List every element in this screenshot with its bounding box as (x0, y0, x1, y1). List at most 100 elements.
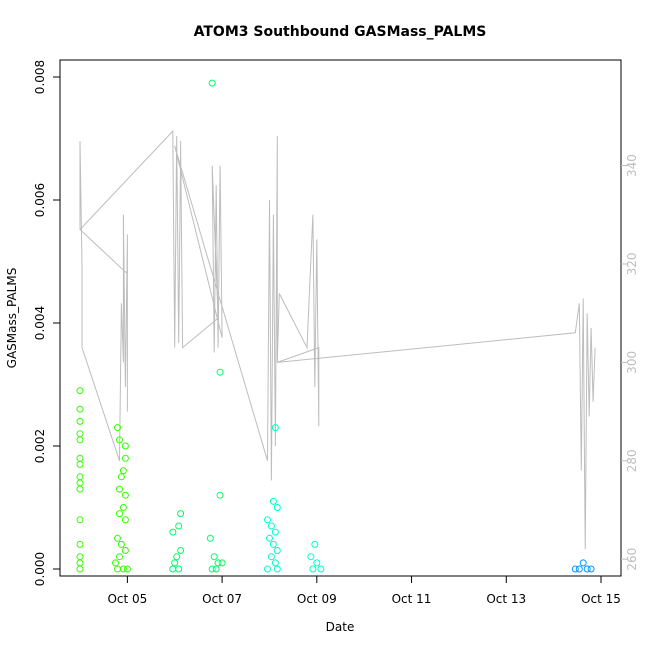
data-point (117, 540, 125, 548)
data-point (121, 516, 129, 524)
data-point (76, 479, 84, 487)
data-point (273, 547, 281, 554)
y-axis-label: GASMass_PALMS (5, 268, 19, 369)
data-point (116, 553, 123, 561)
data-point (587, 565, 595, 573)
data-point (76, 565, 84, 573)
data-point (267, 553, 275, 561)
axes-layer: Oct 05 Oct 07 Oct 09 Oct 11 Oct 13 Oct 15 0.00… (33, 60, 639, 606)
y2-tick-label: 300 (625, 351, 639, 374)
data-point (273, 565, 281, 573)
data-point (76, 473, 84, 481)
data-point (76, 387, 84, 395)
data-point (218, 559, 226, 567)
data-point (313, 559, 321, 567)
data-point (171, 559, 179, 567)
data-point (267, 522, 275, 530)
data-point (119, 467, 127, 475)
data-point (76, 460, 84, 468)
data-point (216, 368, 224, 376)
data-point (169, 565, 177, 573)
data-point (112, 559, 119, 567)
data-point (317, 565, 325, 573)
data-point (206, 534, 214, 542)
data-point (169, 528, 177, 536)
plot-frame (59, 59, 622, 577)
data-point (114, 565, 121, 573)
y-tick-label: 0.002 (33, 429, 47, 463)
data-point (76, 553, 84, 561)
data-point (575, 565, 583, 573)
data-point (76, 516, 84, 524)
data-point (307, 553, 315, 561)
data-point (123, 565, 131, 573)
points-layer (76, 79, 595, 573)
secondary-line-layer (79, 129, 596, 550)
data-point (116, 510, 123, 518)
x-tick-label: Oct 07 (202, 592, 242, 606)
data-point (264, 565, 271, 573)
data-point (273, 504, 281, 511)
y2-tick-label: 280 (625, 449, 639, 472)
data-point (579, 559, 587, 567)
data-point (119, 504, 127, 511)
y-tick-label: 0.006 (33, 183, 47, 217)
data-point (309, 565, 317, 573)
data-point (175, 565, 183, 573)
data-point (76, 436, 84, 444)
data-point (175, 522, 183, 530)
data-point (269, 540, 277, 548)
data-point (311, 540, 319, 548)
data-point (114, 424, 121, 432)
data-point (76, 417, 84, 425)
data-point (119, 565, 127, 573)
data-point (116, 436, 123, 444)
data-point (208, 565, 216, 573)
y2-tick-label: 320 (625, 253, 639, 276)
data-point (116, 485, 123, 493)
x-tick-label: Oct 13 (486, 592, 526, 606)
data-point (264, 516, 271, 524)
data-point (177, 547, 185, 554)
data-point (76, 405, 84, 413)
data-point (571, 565, 579, 573)
x-axis-label: Date (326, 620, 355, 634)
data-point (271, 559, 279, 567)
data-point (121, 491, 129, 499)
chart-title: ATOM3 Southbound GASMass_PALMS (194, 24, 487, 40)
y-tick-label: 0.000 (33, 552, 47, 586)
data-point (76, 540, 84, 548)
data-point (114, 534, 121, 542)
data-point (117, 473, 125, 481)
data-point (583, 565, 591, 573)
data-point (269, 497, 277, 505)
y-tick-label: 0.008 (33, 60, 47, 94)
data-point (216, 491, 224, 499)
data-point (271, 528, 279, 536)
data-point (212, 565, 220, 573)
y2-tick-label: 260 (625, 548, 639, 571)
data-point (76, 430, 84, 438)
data-point (76, 559, 84, 567)
data-point (76, 485, 84, 493)
x-tick-label: Oct 09 (297, 592, 337, 606)
data-point (121, 547, 129, 554)
y2-tick-label: 340 (625, 154, 639, 177)
data-point (76, 454, 84, 462)
x-tick-label: Oct 11 (392, 592, 432, 606)
y-tick-label: 0.004 (33, 306, 47, 340)
data-point (271, 424, 279, 432)
data-point (214, 559, 222, 567)
data-point (177, 510, 185, 518)
secondary-series-line (79, 129, 596, 550)
data-point (121, 454, 129, 462)
data-point (210, 553, 218, 561)
data-point (266, 534, 273, 542)
data-point (208, 79, 216, 87)
data-point (173, 553, 181, 561)
data-point (121, 442, 129, 450)
x-tick-label: Oct 05 (107, 592, 147, 606)
x-tick-label: Oct 15 (581, 592, 621, 606)
